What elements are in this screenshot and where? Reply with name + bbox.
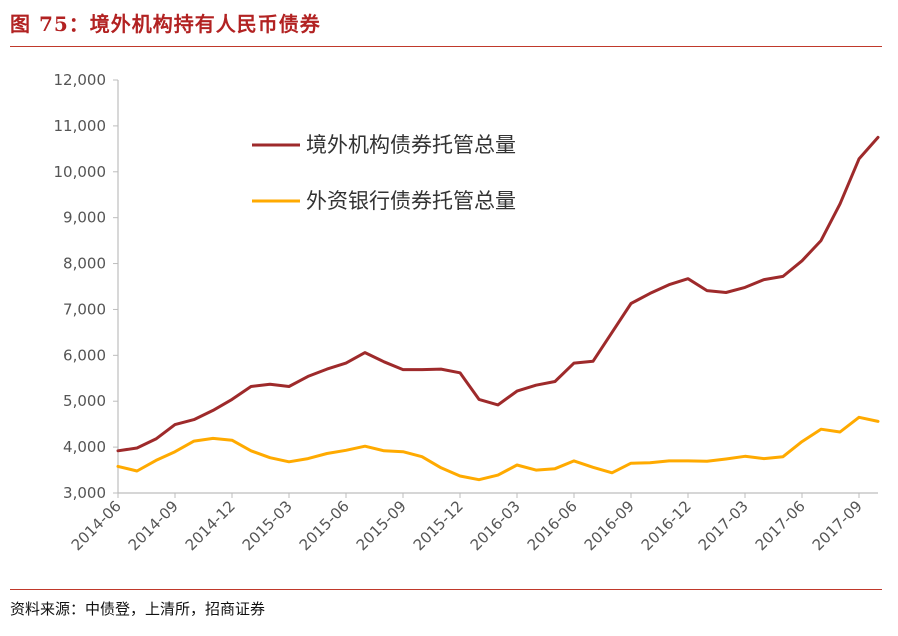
y-tick-label: 6,000	[63, 346, 106, 364]
x-tick-label: 2016-12	[638, 497, 695, 554]
y-tick-label: 5,000	[63, 392, 106, 410]
x-tick-label: 2017-09	[809, 497, 866, 554]
x-tick-label: 2017-03	[695, 497, 752, 554]
x-tick-label: 2017-06	[752, 497, 809, 554]
figure-title: 图 75：境外机构持有人民币债券	[10, 12, 321, 36]
x-tick-label: 2015-09	[353, 497, 410, 554]
legend-label-series-1: 境外机构债券托管总量	[306, 133, 516, 157]
x-tick-label: 2014-12	[182, 497, 239, 554]
y-tick-label: 9,000	[63, 209, 106, 227]
source-note: 资料来源：中债登，上清所，招商证券	[10, 600, 266, 618]
x-tick-label: 2016-09	[581, 497, 638, 554]
x-tick-label: 2015-06	[296, 497, 353, 554]
y-tick-label: 7,000	[63, 300, 106, 318]
y-tick-label: 10,000	[54, 163, 107, 181]
series-line-1	[116, 135, 880, 453]
y-tick-label: 11,000	[54, 117, 107, 135]
legend-label-series-2: 外资银行债券托管总量	[306, 189, 516, 213]
y-tick-label: 3,000	[63, 484, 106, 502]
source-divider	[10, 589, 882, 590]
x-tick-label: 2015-03	[239, 497, 296, 554]
x-tick-label: 2016-06	[524, 497, 581, 554]
title-divider	[10, 46, 882, 47]
x-tick-label: 2016-03	[467, 497, 524, 554]
x-tick-label: 2014-09	[125, 497, 182, 554]
y-tick-label: 4,000	[63, 438, 106, 456]
y-tick-label: 8,000	[63, 255, 106, 273]
x-tick-label: 2015-12	[410, 497, 467, 554]
y-tick-label: 12,000	[54, 71, 107, 89]
x-tick-label: 2014-06	[68, 497, 125, 554]
series-line-2	[116, 415, 880, 482]
